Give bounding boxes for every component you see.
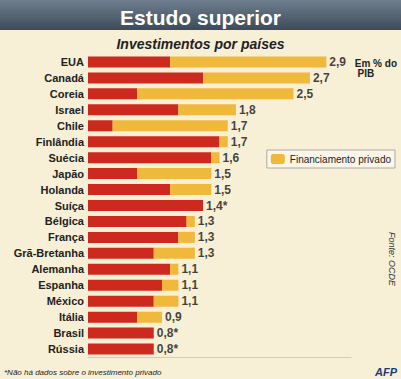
svg-text:Fonte: OCDE: Fonte: OCDE [387, 232, 397, 287]
svg-text:0,8*: 0,8* [157, 326, 179, 340]
svg-text:1,8: 1,8 [239, 103, 256, 117]
svg-text:AFP: AFP [374, 366, 398, 378]
svg-text:Espanha: Espanha [38, 279, 85, 291]
svg-text:2,9: 2,9 [329, 55, 346, 69]
svg-text:México: México [47, 295, 85, 307]
svg-text:PIB: PIB [355, 68, 374, 79]
svg-text:Israel: Israel [55, 104, 84, 116]
svg-text:0,9: 0,9 [165, 310, 182, 324]
svg-text:Finlândia: Finlândia [36, 136, 85, 148]
svg-text:2,5: 2,5 [296, 87, 313, 101]
svg-text:1,1: 1,1 [181, 278, 198, 292]
svg-text:1,5: 1,5 [214, 183, 231, 197]
svg-text:Grã-Bretanha: Grã-Bretanha [14, 247, 85, 259]
svg-text:1,3: 1,3 [198, 246, 215, 260]
svg-text:1,5: 1,5 [214, 167, 231, 181]
svg-text:Bélgica: Bélgica [45, 215, 85, 227]
svg-text:Investimentos por países: Investimentos por países [116, 36, 284, 52]
svg-text:Canadá: Canadá [44, 72, 85, 84]
svg-text:França: França [48, 231, 85, 243]
svg-text:Suécia: Suécia [49, 152, 85, 164]
svg-text:Brasil: Brasil [53, 327, 84, 339]
svg-text:0,8*: 0,8* [157, 342, 179, 356]
svg-text:2,7: 2,7 [313, 71, 330, 85]
svg-text:1,1: 1,1 [181, 262, 198, 276]
svg-text:Rússia: Rússia [48, 343, 85, 355]
svg-text:1,7: 1,7 [231, 135, 248, 149]
svg-text:EUA: EUA [61, 56, 84, 68]
svg-text:1,1: 1,1 [181, 294, 198, 308]
svg-text:Suíça: Suíça [55, 200, 85, 212]
svg-text:Estudo superior: Estudo superior [120, 6, 281, 29]
svg-text:1,4*: 1,4* [206, 199, 228, 213]
svg-text:1,3: 1,3 [198, 214, 215, 228]
svg-text:Holanda: Holanda [41, 184, 85, 196]
svg-text:Alemanha: Alemanha [31, 263, 84, 275]
svg-text:Financiamento privado: Financiamento privado [290, 154, 392, 165]
svg-text:Chile: Chile [57, 120, 84, 132]
svg-text:Em % do: Em % do [354, 57, 397, 69]
svg-text:Itália: Itália [59, 311, 85, 323]
svg-text:Coreia: Coreia [50, 88, 85, 100]
svg-text:1,6: 1,6 [223, 151, 240, 165]
svg-text:1,3: 1,3 [198, 230, 215, 244]
svg-text:Japão: Japão [52, 168, 84, 180]
svg-text:*Não há dados sobre o investim: *Não há dados sobre o investimento priva… [4, 368, 162, 377]
svg-text:1,7: 1,7 [231, 119, 248, 133]
